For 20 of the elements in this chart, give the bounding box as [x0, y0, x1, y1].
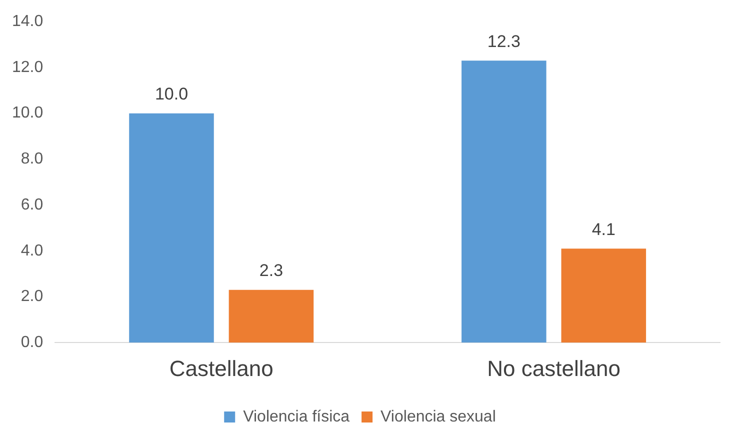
y-tick-label: 0.0	[20, 334, 44, 352]
y-tick-label: 8.0	[20, 150, 44, 168]
legend-label: Violencia física	[243, 408, 350, 426]
y-tick-label: 10.0	[12, 104, 44, 122]
data-label: 2.3	[259, 261, 284, 280]
y-tick-label: 14.0	[12, 13, 44, 30]
bar	[462, 60, 546, 343]
y-tick-label: 12.0	[12, 58, 44, 76]
bar	[561, 248, 646, 343]
x-tick-label: No castellano	[487, 356, 620, 381]
legend-label: Violencia sexual	[380, 408, 496, 426]
y-tick-label: 6.0	[20, 196, 44, 214]
data-label: 10.0	[154, 84, 188, 104]
bar	[129, 113, 214, 343]
x-tick-label: Castellano	[169, 356, 274, 381]
data-label: 4.1	[592, 220, 616, 239]
bar	[228, 290, 314, 343]
y-tick-label: 2.0	[20, 288, 44, 306]
y-tick-label: 4.0	[20, 242, 44, 260]
data-label: 12.3	[487, 32, 520, 51]
